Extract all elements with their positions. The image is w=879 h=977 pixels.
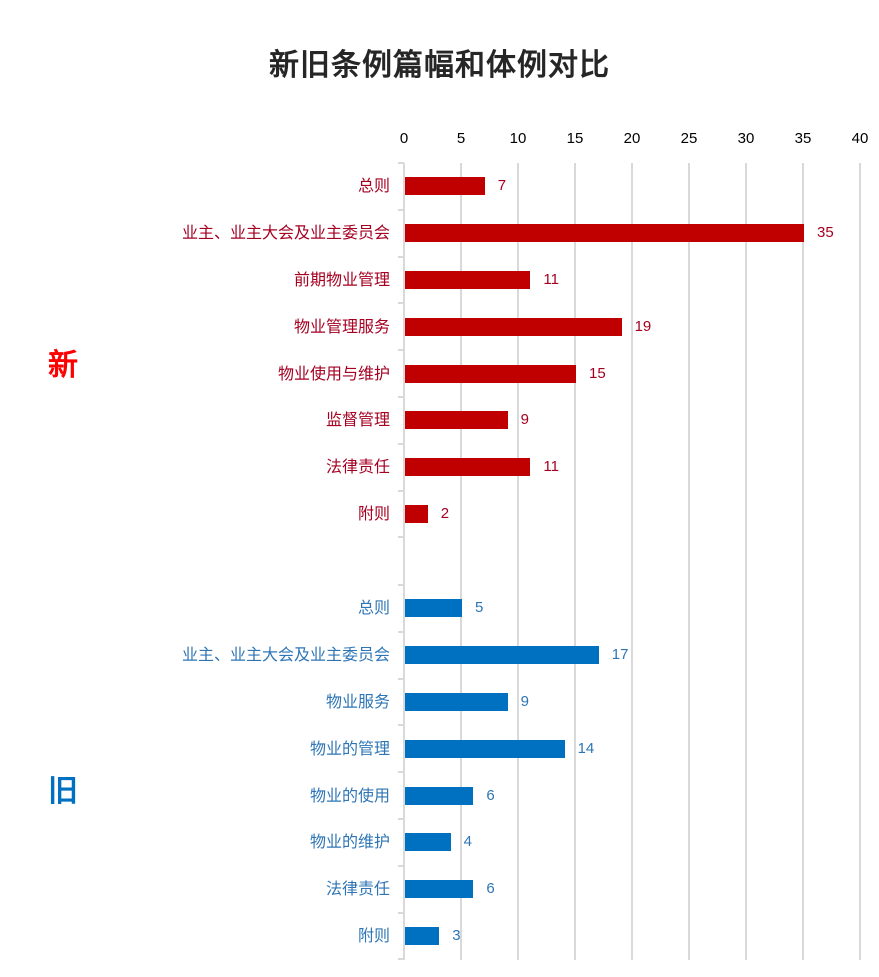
data-label: 19 (634, 317, 652, 335)
gridline (859, 557, 861, 960)
category-label: 前期物业管理 (293, 270, 390, 289)
data-label: 9 (520, 693, 529, 710)
data-label: 11 (543, 458, 559, 476)
category-tick-mark (398, 302, 404, 305)
data-label: 7 (497, 177, 507, 195)
category-tick-mark (398, 958, 404, 961)
bar (405, 739, 565, 758)
category-tick-mark (398, 489, 404, 492)
x-axis-tick-label: 30 (737, 130, 755, 147)
gridline (517, 163, 519, 557)
chart-title: 新旧条例篇幅和体例对比 (269, 48, 610, 83)
category-tick-mark (398, 349, 404, 352)
category-label: 物业的维护 (309, 832, 390, 852)
gridline (688, 557, 690, 960)
gridline (745, 163, 747, 557)
category-tick-mark (398, 396, 404, 398)
gridline (574, 557, 576, 960)
bar (405, 364, 576, 383)
category-label: 物业的使用 (309, 785, 390, 805)
category-label: 总则 (357, 176, 390, 196)
old-section-label: 旧 (48, 774, 78, 809)
bar (405, 880, 474, 899)
category-label: 业主、业主大会及业主委员会 (181, 223, 390, 243)
category-tick-mark (398, 818, 404, 820)
category-axis-line (403, 163, 405, 557)
category-label: 附则 (357, 504, 390, 523)
data-label: 35 (817, 224, 834, 242)
bar (405, 927, 440, 945)
bar (405, 411, 508, 430)
category-tick-mark (398, 162, 404, 164)
gridline (574, 163, 576, 557)
bar (405, 224, 804, 243)
category-tick-mark (398, 771, 404, 774)
data-label: 15 (589, 364, 606, 382)
x-axis-tick-label: 15 (566, 130, 584, 147)
x-axis-tick-label: 40 (851, 130, 869, 147)
data-label: 9 (520, 411, 529, 429)
bar (405, 786, 474, 805)
category-tick-mark (398, 536, 404, 539)
data-label: 6 (486, 786, 495, 804)
category-tick-mark (398, 442, 404, 445)
data-label: 14 (577, 739, 595, 757)
category-tick-mark (398, 724, 404, 727)
category-tick-mark (398, 911, 404, 914)
bar (405, 646, 599, 665)
bar (405, 317, 622, 336)
gridline (460, 557, 462, 960)
category-tick-mark (398, 584, 404, 586)
data-label: 17 (611, 646, 629, 664)
bar (405, 693, 508, 711)
category-label: 物业管理服务 (293, 316, 390, 336)
x-axis-tick-label: 35 (794, 130, 812, 147)
gridline (460, 163, 462, 557)
bar (405, 271, 531, 289)
gridline (517, 557, 519, 960)
gridline (631, 163, 633, 557)
category-label: 业主、业主大会及业主委员会 (181, 645, 390, 665)
category-tick-mark (398, 208, 404, 211)
bar (405, 599, 462, 618)
x-axis-tick-label: 20 (623, 130, 641, 147)
category-label: 物业使用与维护 (277, 363, 390, 383)
gridline (745, 557, 747, 960)
category-tick-mark (398, 630, 404, 633)
gridline (802, 163, 804, 557)
x-axis-tick-label: 0 (399, 130, 409, 147)
category-tick-mark (398, 255, 404, 258)
bar (405, 505, 428, 523)
gridline (802, 557, 804, 960)
x-axis-tick-label: 5 (456, 130, 466, 147)
bar (405, 177, 485, 196)
category-tick-mark (398, 864, 404, 867)
gridline (859, 163, 861, 557)
new-section-label: 新 (48, 348, 78, 383)
category-axis-line (403, 557, 405, 960)
bar (405, 833, 451, 852)
category-label: 附则 (357, 926, 390, 945)
data-label: 11 (543, 271, 559, 288)
gridline (631, 557, 633, 960)
category-label: 监督管理 (325, 410, 390, 430)
data-label: 4 (463, 833, 472, 851)
category-label: 法律责任 (325, 457, 390, 477)
data-label: 3 (452, 927, 461, 944)
category-tick-mark (398, 677, 404, 680)
category-label: 法律责任 (325, 879, 390, 899)
category-label: 物业服务 (325, 692, 390, 711)
bar (405, 458, 531, 477)
x-axis-tick-label: 25 (680, 130, 698, 147)
data-label: 2 (440, 505, 450, 522)
gridline (688, 163, 690, 557)
category-label: 物业的管理 (309, 738, 390, 758)
x-axis-tick-label: 10 (509, 130, 527, 147)
data-label: 6 (486, 880, 495, 898)
category-label: 总则 (357, 598, 390, 618)
data-label: 5 (475, 599, 484, 617)
